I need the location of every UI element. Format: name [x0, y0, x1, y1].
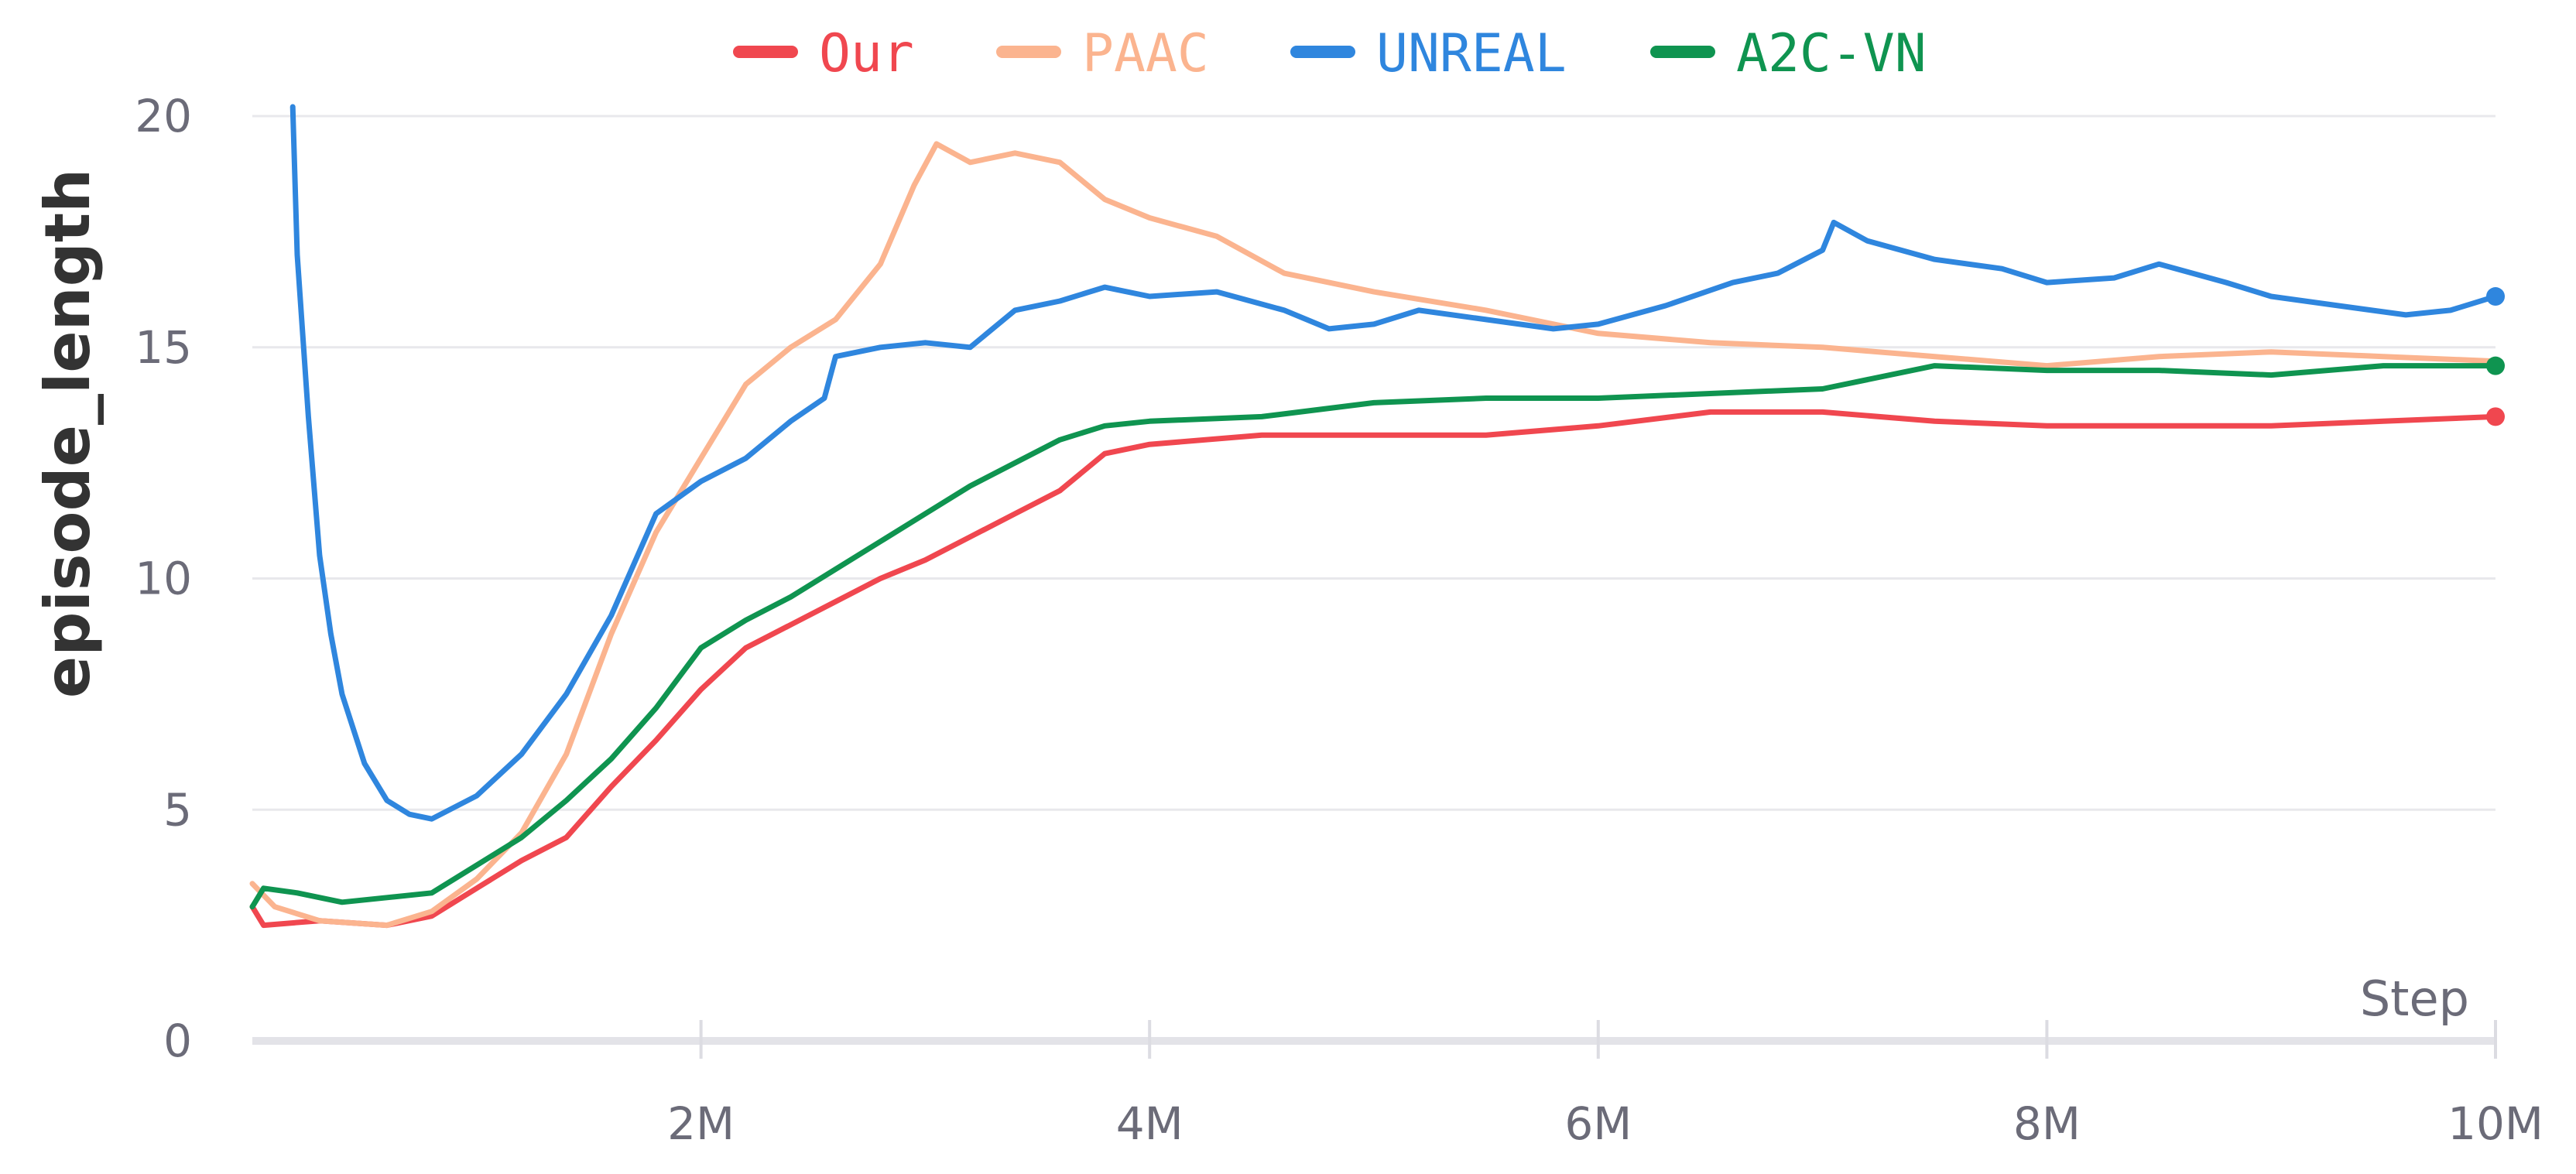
y-axis: 0 5 10 15 20 [135, 90, 192, 1067]
y-tick-label: 15 [135, 321, 192, 374]
series-end-point-a2c-vn [2486, 356, 2505, 375]
legend-label-paac: PAAC [1082, 23, 1209, 84]
x-tick-label: 2M [667, 1097, 735, 1150]
y-tick-label: 0 [163, 1015, 192, 1067]
legend-label-our: Our [819, 23, 914, 84]
series-line-our [249, 409, 2499, 929]
chart-legend: Our PAAC UNREAL A2C-VN [733, 23, 1927, 84]
series-end-point-unreal [2486, 287, 2505, 306]
x-tick-label: 6M [1564, 1097, 1632, 1150]
y-tick-label: 5 [163, 783, 192, 836]
legend-label-a2c-vn: A2C-VN [1736, 23, 1927, 84]
y-tick-label: 20 [135, 90, 192, 142]
y-tick-label: 10 [135, 553, 192, 605]
series-end-point-our [2486, 407, 2505, 426]
legend-label-unreal: UNREAL [1376, 23, 1567, 84]
series-lines [249, 104, 2505, 929]
grid-lines [252, 115, 2496, 811]
series-line-unreal [289, 104, 2499, 822]
x-axis: 2M 4M 6M 8M 10M [252, 1020, 2543, 1150]
x-tick-label: 8M [2013, 1097, 2081, 1150]
x-axis-title: Step [2360, 970, 2469, 1027]
x-tick-label: 4M [1116, 1097, 1184, 1150]
series-line-a2c-vn [249, 363, 2499, 910]
x-tick-label: 10M [2448, 1097, 2543, 1150]
y-axis-title: episode_length [32, 169, 104, 698]
